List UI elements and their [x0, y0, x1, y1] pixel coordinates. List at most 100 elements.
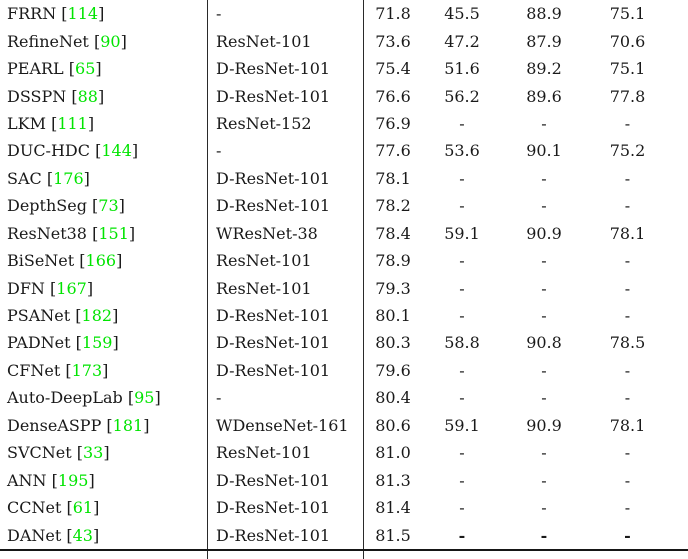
- value-cell: 90.8: [526, 333, 562, 353]
- backbone-name: D-ResNet-101: [216, 168, 331, 188]
- value-cell: 79.6: [375, 360, 411, 380]
- value-cell: 87.9: [526, 31, 562, 51]
- citation-close-bracket: ]: [86, 278, 94, 298]
- backbone-name: D-ResNet-101: [216, 86, 331, 106]
- method-cell: Auto-DeepLab [95]: [0, 384, 207, 411]
- backbone-cell: D-ResNet-101: [207, 329, 363, 357]
- citation-close-bracket: ]: [97, 86, 105, 106]
- method-name: DANet: [7, 525, 62, 545]
- citation-close-bracket: ]: [103, 443, 110, 463]
- backbone-name: ResNet-101: [216, 278, 312, 298]
- citation-link[interactable]: 144: [101, 141, 132, 161]
- values-cells: 75.4 51.6 89.2 75.1: [363, 54, 688, 83]
- citation-link[interactable]: 176: [53, 168, 84, 188]
- citation-link[interactable]: 88: [77, 86, 98, 106]
- citation-link[interactable]: 33: [83, 443, 104, 463]
- citation-close-bracket: ]: [112, 306, 119, 326]
- citation-link[interactable]: 173: [71, 360, 103, 380]
- citation-link[interactable]: 111: [57, 113, 88, 133]
- backbone-name: -: [216, 141, 222, 161]
- value-cell: 75.4: [375, 59, 411, 79]
- value-cell: -: [624, 113, 631, 133]
- citation-link[interactable]: 151: [98, 223, 129, 243]
- value-cell: -: [459, 498, 465, 518]
- citation-link[interactable]: 43: [72, 525, 93, 545]
- citation-link[interactable]: 61: [72, 498, 94, 518]
- citation: [111]: [46, 114, 94, 133]
- citation-link[interactable]: 73: [98, 196, 119, 216]
- value-cell: 47.2: [444, 31, 480, 51]
- citation-open-bracket: [: [51, 470, 58, 490]
- citation-open-bracket: [: [68, 59, 76, 79]
- backbone-cell: D-ResNet-101: [207, 466, 363, 494]
- value-cell: 70.6: [609, 31, 646, 51]
- method-name: ANN: [7, 470, 47, 490]
- value-cell: -: [459, 278, 465, 298]
- value-cell: -: [459, 196, 465, 216]
- backbone-cell: D-ResNet-101: [207, 301, 363, 330]
- citation-link[interactable]: 159: [81, 333, 113, 353]
- value-cell: 78.1: [375, 168, 411, 188]
- value-cell: 76.6: [375, 86, 411, 106]
- citation: [95]: [123, 388, 161, 407]
- method-name: DFN: [7, 278, 45, 298]
- citation-open-bracket: [: [93, 31, 101, 51]
- citation: [65]: [64, 59, 102, 78]
- method-name: RefineNet: [7, 31, 89, 51]
- citation-link[interactable]: 167: [56, 278, 87, 298]
- table-row: CFNet [173] D-ResNet-101 79.6 - - -: [0, 356, 688, 385]
- citation-close-bracket: ]: [143, 415, 150, 435]
- table-row: DANet [43] D-ResNet-101 81.5 - - -: [0, 521, 688, 549]
- citation-link[interactable]: 166: [85, 251, 117, 271]
- backbone-name: WResNet-38: [216, 223, 318, 243]
- value-cell: 81.0: [375, 443, 411, 463]
- backbone-name: ResNet-152: [216, 113, 312, 133]
- citation-close-bracket: ]: [131, 141, 139, 161]
- value-cell: -: [459, 113, 465, 133]
- citation-link[interactable]: 95: [134, 388, 155, 408]
- value-cell: -: [541, 306, 547, 326]
- values-cells: 78.1 - - -: [363, 164, 688, 193]
- value-cell: -: [458, 525, 466, 545]
- citation-open-bracket: [: [61, 4, 68, 24]
- citation-close-bracket: ]: [118, 196, 125, 216]
- method-cell: FRRN [114]: [0, 0, 207, 27]
- value-cell: -: [459, 388, 465, 408]
- citation-open-bracket: [: [127, 388, 135, 408]
- value-cell: 75.1: [609, 59, 646, 79]
- values-cells: 81.5 - - -: [363, 521, 688, 549]
- citation: [61]: [61, 498, 99, 517]
- citation-open-bracket: [: [106, 415, 113, 435]
- citation-link[interactable]: 181: [112, 415, 144, 435]
- method-name: DUC-HDC: [7, 141, 90, 161]
- values-cells: 73.6 47.2 87.9 70.6: [363, 27, 688, 55]
- value-cell: -: [541, 113, 547, 133]
- value-cell: 51.6: [444, 59, 480, 79]
- citation-link[interactable]: 195: [57, 470, 89, 490]
- citation-link[interactable]: 182: [81, 306, 113, 326]
- citation: [159]: [71, 333, 119, 352]
- values-cells: 79.3 - - -: [363, 274, 688, 302]
- table-row: ANN [195] D-ResNet-101 81.3 - - -: [0, 466, 688, 494]
- values-cells: 81.0 - - -: [363, 439, 688, 467]
- method-name: SAC: [7, 168, 42, 188]
- citation-close-bracket: ]: [120, 31, 127, 51]
- method-name: ResNet38: [7, 223, 87, 243]
- table-row: DFN [167] ResNet-101 79.3 - - -: [0, 274, 688, 302]
- citation-close-bracket: ]: [128, 223, 136, 243]
- backbone-name: D-ResNet-101: [216, 333, 331, 353]
- citation-link[interactable]: 114: [67, 4, 99, 24]
- citation-link[interactable]: 65: [75, 59, 96, 79]
- citation: [173]: [60, 361, 108, 380]
- value-cell: 80.3: [375, 333, 411, 353]
- backbone-cell: ResNet-101: [207, 27, 363, 55]
- citation-open-bracket: [: [75, 333, 82, 353]
- citation-close-bracket: ]: [88, 470, 95, 490]
- values-cells: 71.8 45.5 88.9 75.1: [363, 0, 688, 28]
- citation-link[interactable]: 90: [100, 31, 121, 51]
- backbone-name: D-ResNet-101: [216, 306, 331, 326]
- backbone-cell: D-ResNet-101: [207, 493, 363, 522]
- backbone-name: D-ResNet-101: [216, 525, 331, 545]
- table-row: DUC-HDC [144] - 77.6 53.6 90.1 75.2: [0, 137, 688, 165]
- table-bottom-rule: [0, 548, 688, 551]
